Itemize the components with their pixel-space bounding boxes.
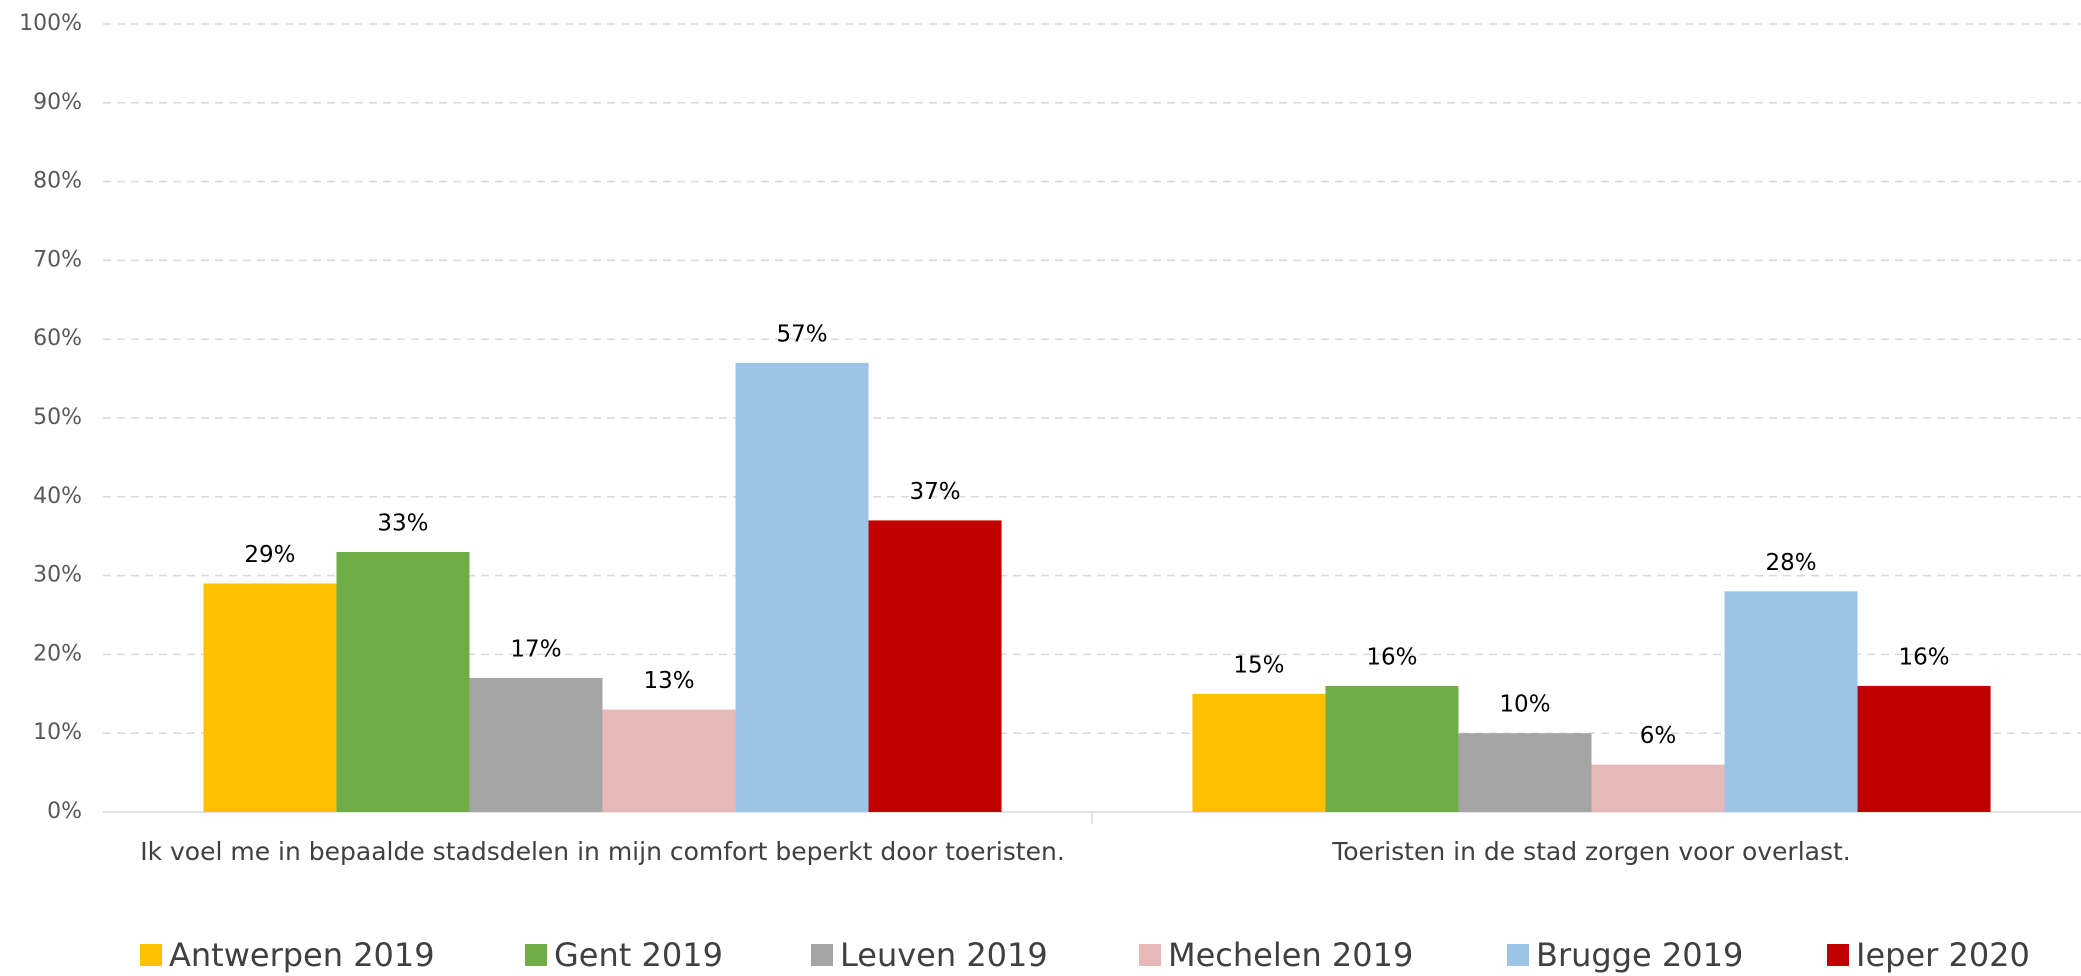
y-tick-label: 10% <box>33 720 82 745</box>
bar <box>336 551 470 812</box>
bar <box>735 362 869 812</box>
legend-label: Antwerpen 2019 <box>169 936 435 974</box>
data-label: 10% <box>1499 692 1550 718</box>
legend-swatch <box>811 944 833 966</box>
legend-label: Mechelen 2019 <box>1168 936 1413 974</box>
data-label: 37% <box>909 479 960 505</box>
legend-label: Brugge 2019 <box>1536 936 1743 974</box>
y-tick-label: 0% <box>47 799 82 824</box>
data-label: 6% <box>1640 723 1677 749</box>
x-tick-label: Ik voel me in bepaalde stadsdelen in mij… <box>140 837 1065 866</box>
legend-swatch <box>140 944 162 966</box>
data-label: 16% <box>1898 644 1949 670</box>
y-tick-label: 80% <box>33 169 82 194</box>
bar <box>1325 685 1459 812</box>
bar <box>1724 591 1858 812</box>
y-tick-label: 40% <box>33 484 82 509</box>
data-label: 16% <box>1366 644 1417 670</box>
bar <box>1591 764 1725 812</box>
data-label: 15% <box>1233 652 1284 678</box>
y-tick-label: 60% <box>33 326 82 351</box>
legend-label: Gent 2019 <box>554 936 723 974</box>
y-tick-label: 50% <box>33 405 82 430</box>
legend-swatch <box>1827 944 1849 966</box>
y-tick-label: 20% <box>33 641 82 666</box>
data-label: 28% <box>1765 550 1816 576</box>
legend-swatch <box>1507 944 1529 966</box>
bar <box>469 678 603 812</box>
y-tick-label: 70% <box>33 247 82 272</box>
legend-swatch <box>1139 944 1161 966</box>
bar <box>602 709 736 812</box>
bar <box>1192 693 1326 812</box>
legend-label: Leuven 2019 <box>840 936 1048 974</box>
data-label: 33% <box>377 510 428 536</box>
bar <box>1458 733 1592 812</box>
data-label: 13% <box>643 668 694 694</box>
y-tick-label: 30% <box>33 563 82 588</box>
legend-label: Ieper 2020 <box>1856 936 2030 974</box>
bar <box>203 583 337 812</box>
bar <box>1857 685 1991 812</box>
data-label: 57% <box>776 321 827 347</box>
data-label: 29% <box>244 542 295 568</box>
legend-swatch <box>525 944 547 966</box>
data-label: 17% <box>510 637 561 663</box>
y-tick-label: 100% <box>19 11 82 36</box>
bar <box>868 520 1002 812</box>
x-tick-label: Toeristen in de stad zorgen voor overlas… <box>1331 837 1851 866</box>
y-tick-label: 90% <box>33 90 82 115</box>
